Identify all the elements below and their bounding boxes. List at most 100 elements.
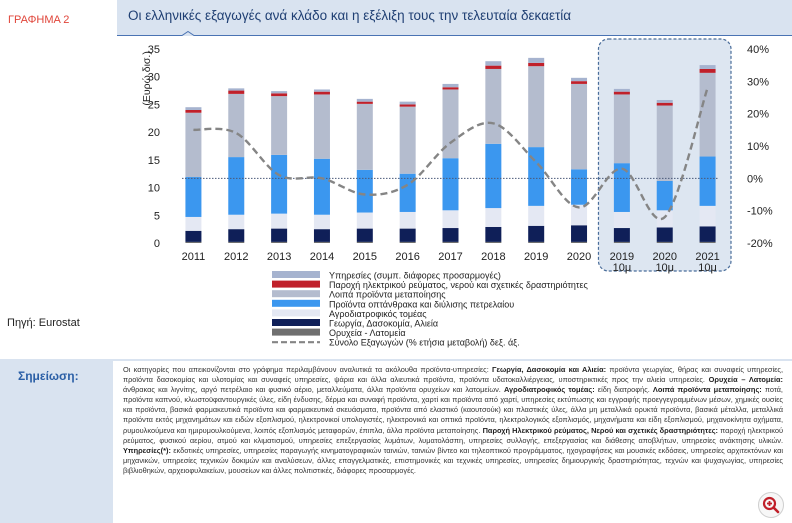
- bar-segment-electricity: [528, 62, 545, 67]
- title-underline: [199, 35, 792, 36]
- x-tick-label: 10μ: [698, 262, 717, 274]
- bar-segment-agrifood: [356, 212, 373, 229]
- bar-segment-other_manufacturing: [571, 83, 588, 170]
- x-tick-label: 2013: [267, 251, 291, 263]
- bar-segment-mining: [442, 241, 459, 243]
- bar-segment-mining: [656, 241, 673, 243]
- x-tick-label: 2020: [567, 251, 591, 263]
- x-tick-label: 2012: [224, 251, 248, 263]
- note-box: [117, 361, 792, 523]
- bar-segment-mining: [571, 241, 588, 243]
- bar-segment-electricity: [571, 81, 588, 84]
- bar-segment-mining: [185, 241, 202, 243]
- bar-segment-mining: [699, 241, 716, 243]
- figure-label: ΓΡΑΦΗΜΑ 2: [8, 14, 70, 26]
- y2-tick-label: 30%: [747, 76, 769, 88]
- bar-segment-services: [271, 91, 288, 94]
- y-tick-label: 30: [148, 72, 160, 84]
- bar-segment-petroleum: [442, 158, 459, 211]
- bar-segment-petroleum: [228, 157, 245, 215]
- note-definition: είδη διατροφής.: [594, 385, 653, 395]
- bar-segment-petroleum: [528, 147, 545, 206]
- note-term: Παροχή Ηλεκτρικού ρεύματος, Νερού και σχ…: [482, 425, 719, 435]
- y-tick-label: 10: [148, 183, 160, 195]
- y2-tick-label: 10%: [747, 141, 769, 153]
- y2-tick-label: 0%: [747, 173, 763, 185]
- chart-title: Οι ελληνικές εξαγωγές ανά κλάδο και η εξ…: [128, 8, 572, 23]
- x-tick-label: 2019: [524, 251, 548, 263]
- y2-tick-label: 20%: [747, 109, 769, 121]
- bar-segment-agriculture: [699, 226, 716, 242]
- note-definition: προϊόντα γεωργίας, θήρας και συναφείς υπ…: [123, 365, 784, 385]
- zoom-in-button[interactable]: [758, 492, 784, 518]
- bar-segment-services: [228, 88, 245, 91]
- bar-segment-mining: [485, 241, 502, 243]
- bar-segment-petroleum: [613, 163, 630, 212]
- x-tick-label: 2019: [610, 251, 634, 263]
- bar-segment-mining: [399, 241, 416, 243]
- bar-segment-agriculture: [356, 228, 373, 242]
- x-tick-label: 10μ: [655, 262, 674, 274]
- title-bar: [117, 0, 792, 36]
- bar-segment-other_manufacturing: [699, 72, 716, 157]
- bar-segment-agrifood: [613, 211, 630, 229]
- bar-segment-other_manufacturing: [485, 68, 502, 144]
- bar-segment-petroleum: [699, 156, 716, 206]
- bar-segment-mining: [356, 241, 373, 243]
- bar-segment-services: [699, 65, 716, 69]
- bar-segment-services: [356, 98, 373, 102]
- bar-segment-other_manufacturing: [271, 96, 288, 155]
- bar-segment-agriculture: [228, 229, 245, 242]
- bar-segment-agriculture: [656, 227, 673, 242]
- x-tick-label: 2016: [395, 251, 419, 263]
- legend-swatch-other_manufacturing: [272, 290, 320, 298]
- x-tick-label: 2021: [695, 251, 719, 263]
- bar-segment-electricity: [185, 109, 202, 113]
- legend-label: Ορυχεία - Λατομεία: [329, 328, 406, 338]
- y-tick-label: 25: [148, 99, 160, 111]
- x-tick-label: 2020: [652, 251, 676, 263]
- bar-segment-other_manufacturing: [228, 93, 245, 158]
- bar-segment-electricity: [656, 102, 673, 106]
- bar-segment-mining: [313, 241, 330, 243]
- note-text: Οι κατηγορίες που απεικονίζονται στο γρά…: [123, 365, 783, 476]
- note-definition: άνθρακας και λιγνίτης, αργό πετρέλαιο κα…: [123, 385, 504, 395]
- legend-swatch-electricity: [272, 280, 320, 288]
- bar-segment-agrifood: [399, 211, 416, 229]
- bar-segment-other_manufacturing: [313, 94, 330, 159]
- source-label: Πηγή: Eurostat: [7, 317, 80, 329]
- legend-swatch-petroleum: [272, 299, 320, 307]
- note-term: Ορυχεία – Λατομεία:: [708, 375, 783, 385]
- note-label: Σημείωση:: [18, 369, 79, 383]
- bar-segment-petroleum: [271, 154, 288, 214]
- legend-label: Παροχή ηλεκτρικού ρεύματος, νερού και σχ…: [329, 280, 588, 290]
- bar-segment-electricity: [271, 93, 288, 97]
- bar-segment-agriculture: [571, 225, 588, 242]
- legend-swatch-agriculture: [272, 319, 320, 326]
- bar-segment-agriculture: [271, 228, 288, 242]
- bar-segment-other_manufacturing: [185, 112, 202, 178]
- legend-label: Προϊόντα οπτάνθρακα και διύλισης πετρελα…: [329, 299, 514, 309]
- legend-swatch-services: [272, 271, 320, 278]
- bar-segment-electricity: [356, 101, 373, 104]
- y-tick-label: 35: [148, 44, 160, 56]
- bar-segment-petroleum: [185, 177, 202, 217]
- bar-segment-electricity: [442, 87, 459, 90]
- bar-segment-services: [528, 57, 545, 63]
- title-underline: [117, 35, 177, 36]
- y-tick-label: 20: [148, 127, 160, 139]
- note-term: Αγροδιατροφικός τομέας:: [503, 385, 595, 395]
- bar-segment-services: [485, 61, 502, 66]
- bar-segment-agrifood: [185, 216, 202, 231]
- x-tick-label: 2018: [481, 251, 505, 263]
- bar-segment-mining: [613, 241, 630, 243]
- note-definition: Οι κατηγορίες που απεικονίζονται στο γρά…: [123, 365, 493, 374]
- bar-segment-agrifood: [528, 205, 545, 226]
- note-term: Υπηρεσίες(*):: [123, 445, 171, 455]
- y-axis-label: (Ευρώ δισ.): [141, 51, 153, 105]
- bar-segment-other_manufacturing: [399, 106, 416, 174]
- legend-label: Λοιπά προϊόντα μεταποίησης: [329, 290, 446, 300]
- legend-label: Σύνολο Εξαγωγών (% ετήσια μεταβολή) δεξ.…: [329, 338, 520, 348]
- bar-segment-other_manufacturing: [356, 103, 373, 170]
- bar-segment-electricity: [485, 65, 502, 69]
